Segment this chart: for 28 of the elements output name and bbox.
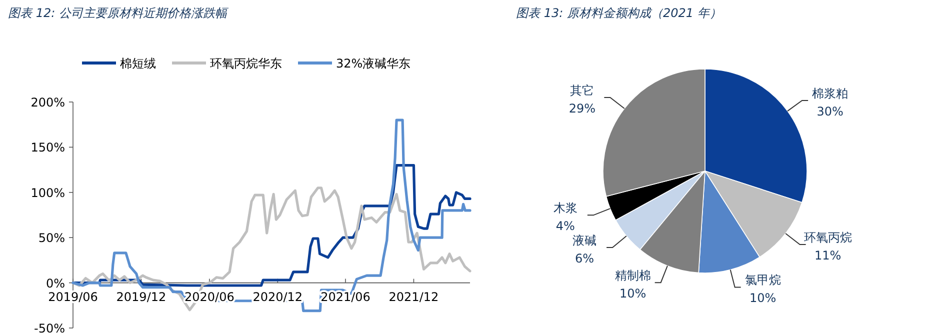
y-tick-label: 50% xyxy=(38,231,65,246)
slice-label: 环氧丙烷 xyxy=(804,230,852,245)
y-tick-label: 100% xyxy=(30,186,65,200)
data-label: 6% xyxy=(575,251,594,266)
legend-label: 32%液碱华东 xyxy=(336,56,411,70)
slice-label: 棉浆粕 xyxy=(812,86,848,100)
slice-label: 其它 xyxy=(570,83,594,98)
y-tick-label: 0% xyxy=(46,276,65,290)
y-tick-label: 150% xyxy=(30,140,65,155)
slice-label: 液碱 xyxy=(572,233,597,248)
y-tick-label: 200% xyxy=(30,96,65,110)
x-tick-label: 2019/06 xyxy=(48,290,98,304)
data-label: 29% xyxy=(568,101,596,116)
data-label: 10% xyxy=(619,286,646,301)
chart-title: 图表 13: 原材料金额构成（2021 年） xyxy=(516,6,722,20)
data-label: 4% xyxy=(556,219,575,234)
slice-label: 氯甲烷 xyxy=(744,273,781,288)
x-tick-label: 2019/12 xyxy=(116,290,166,304)
slice-label: 精制棉 xyxy=(614,268,651,283)
legend-label: 环氧丙烷华东 xyxy=(210,56,282,70)
data-label: 10% xyxy=(750,291,776,306)
data-label: 30% xyxy=(816,104,844,118)
chart-title: 图表 12: 公司主要原材料近期价格涨跌幅 xyxy=(8,6,229,20)
legend-label: 棉短绒 xyxy=(120,56,156,70)
y-tick-label: -50% xyxy=(34,322,65,336)
slice-label: 木浆 xyxy=(553,201,578,216)
x-tick-label: 2021/12 xyxy=(388,290,439,304)
data-label: 11% xyxy=(814,248,842,263)
